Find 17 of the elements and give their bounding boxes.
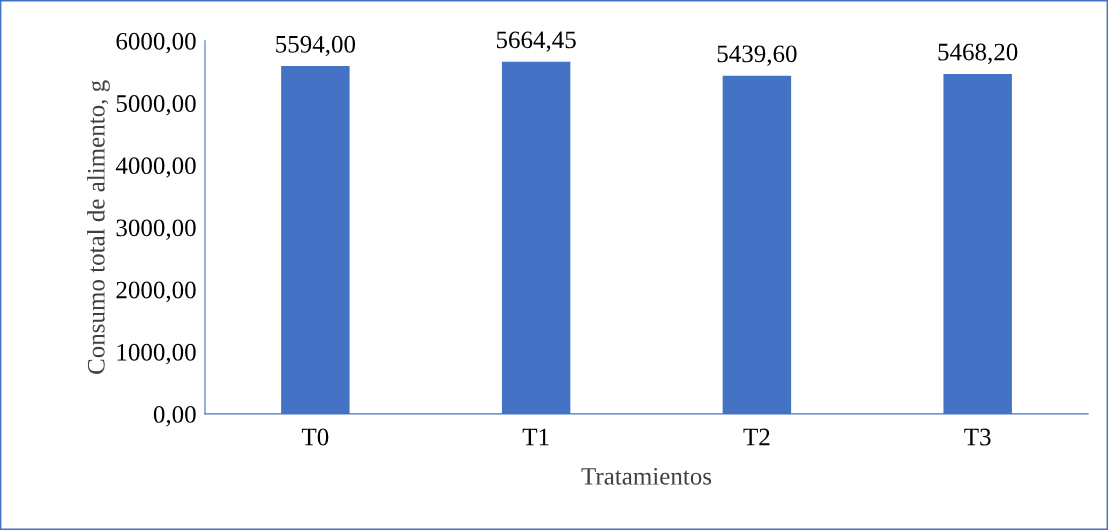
- x-tick-label: T2: [743, 428, 770, 446]
- x-axis-title: Tratamientos: [581, 467, 712, 485]
- y-tick-label: 0,00: [153, 405, 196, 427]
- y-tick-label: 3000,00: [116, 219, 196, 240]
- y-tick-label: 2000,00: [116, 281, 196, 303]
- y-axis-title: Consumo total de alimento, g: [87, 80, 110, 374]
- x-tick-label: T1: [522, 428, 549, 446]
- data-label: 5664,45: [496, 31, 576, 52]
- x-tick-label: T0: [301, 428, 329, 446]
- y-tick-label: 1000,00: [117, 343, 196, 365]
- x-tick-label: T3: [964, 428, 991, 446]
- data-label: 5468,20: [938, 43, 1018, 65]
- y-tick-label: 5000,00: [116, 95, 196, 116]
- y-tick-label: 4000,00: [115, 157, 196, 178]
- data-label: 5594,00: [276, 35, 356, 57]
- y-tick-label: 6000,00: [116, 32, 196, 54]
- data-label: 5439,60: [717, 45, 797, 66]
